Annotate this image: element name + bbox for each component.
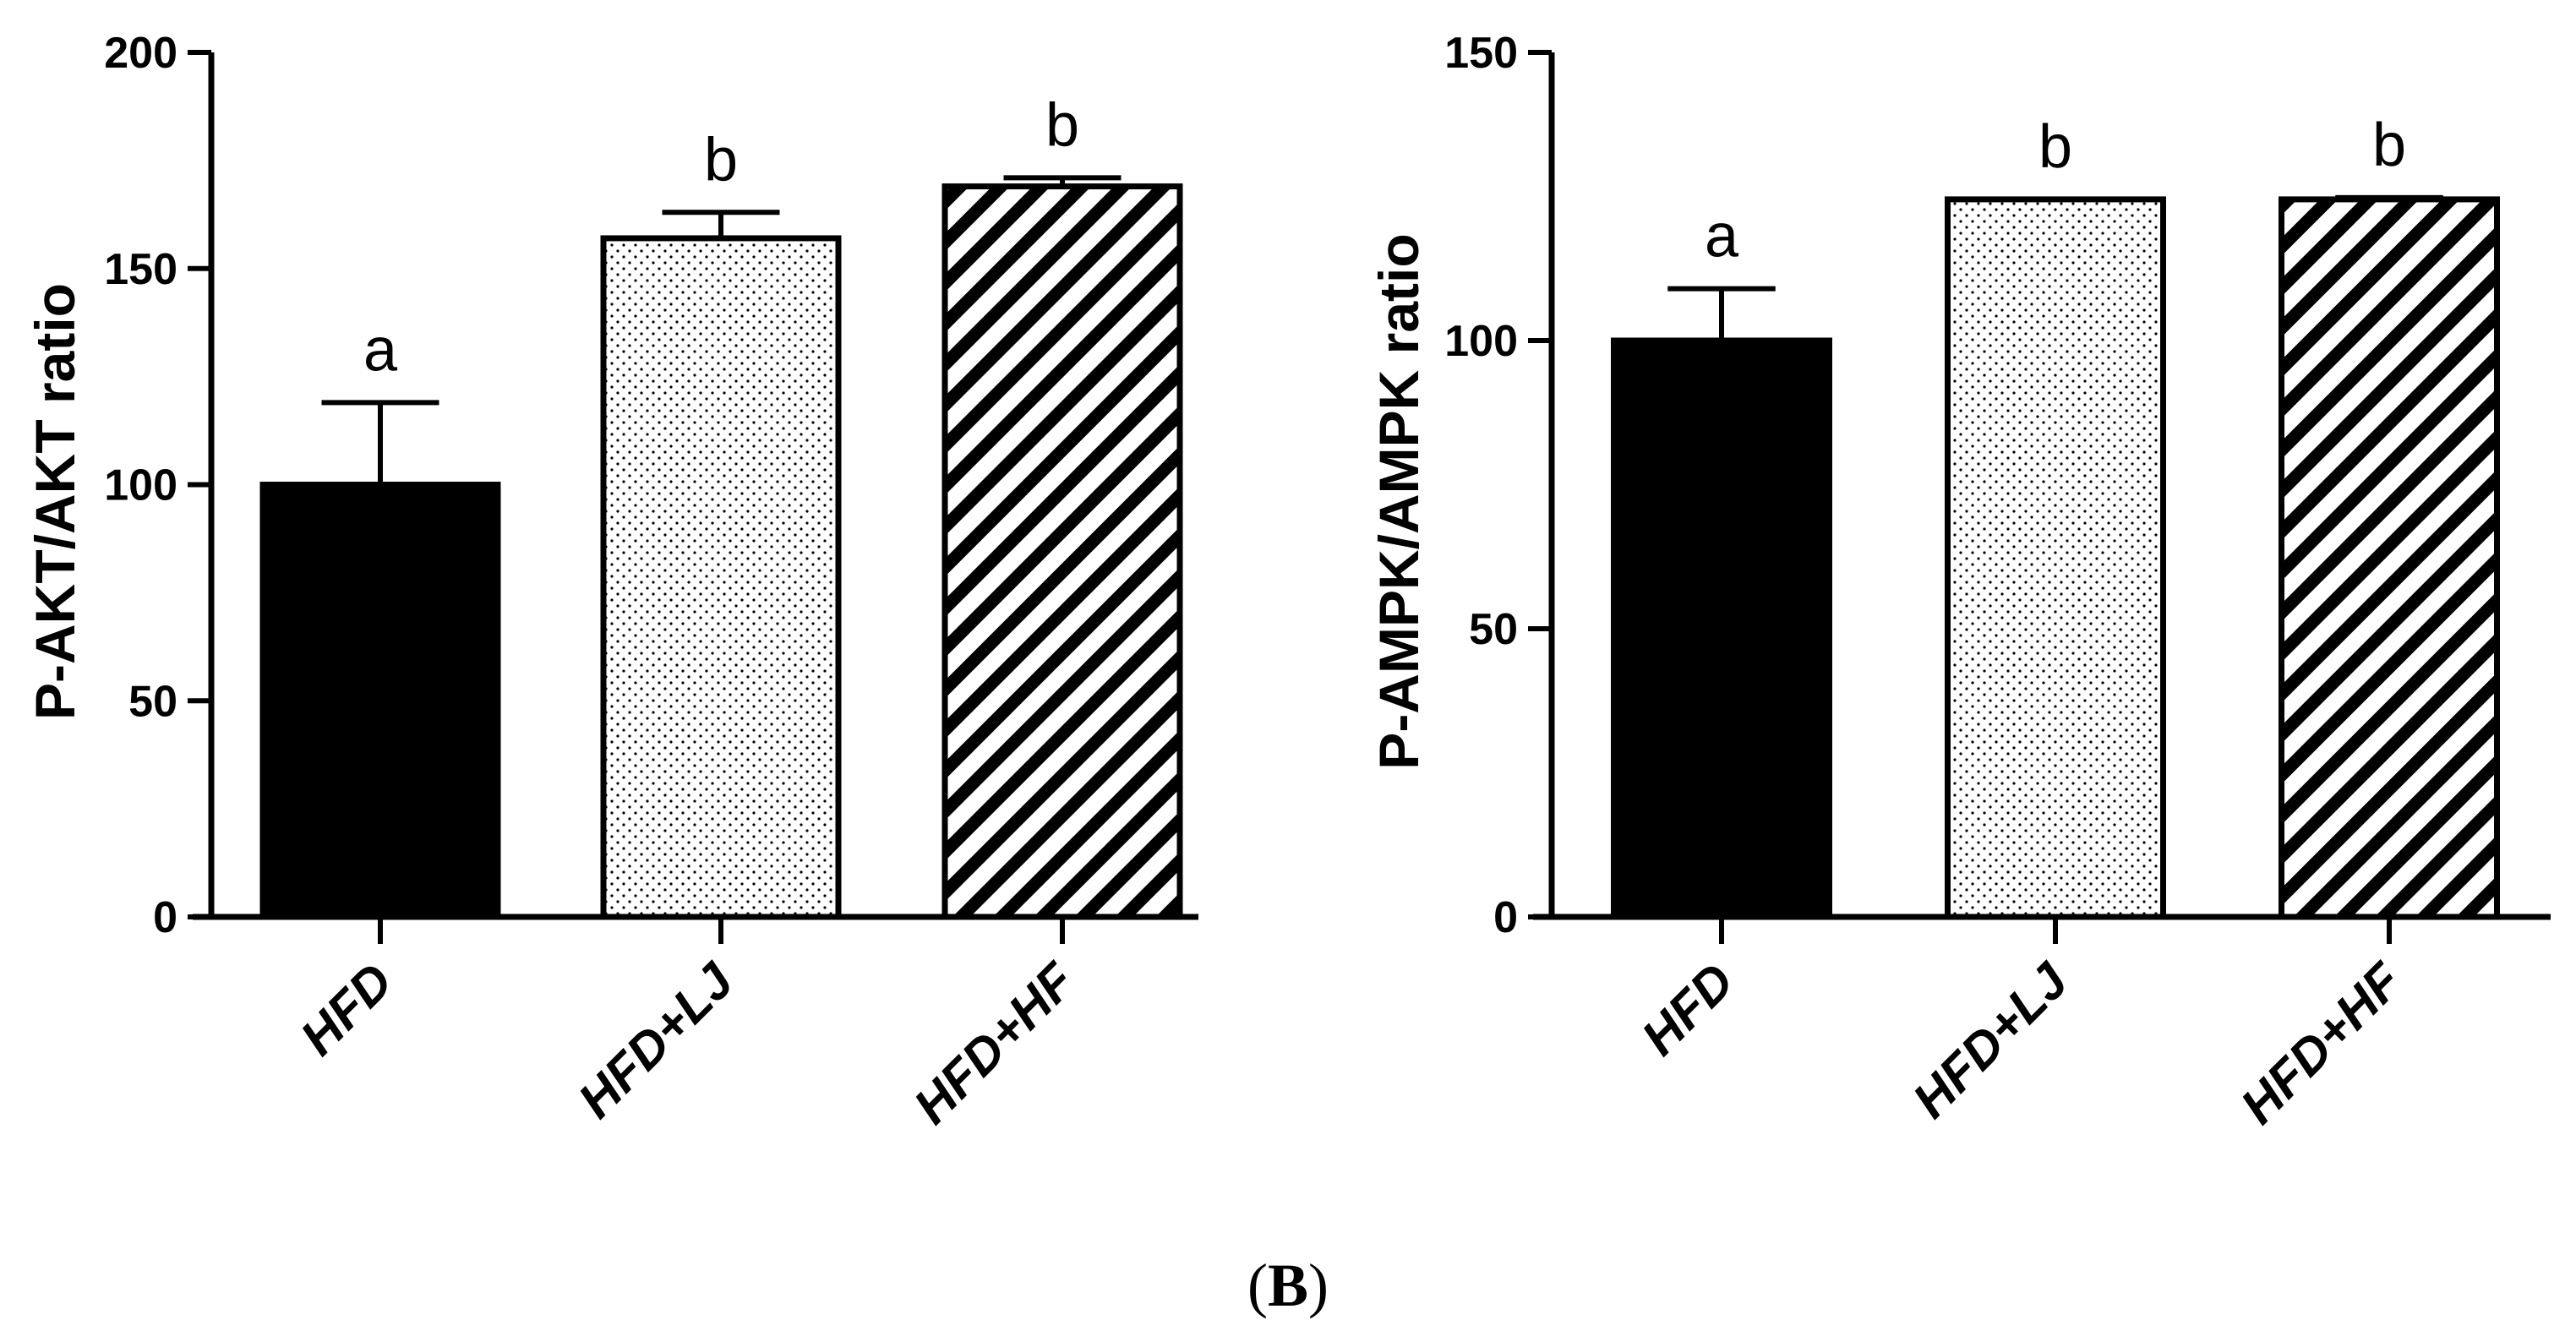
- significance-label-hfd-lj: b: [704, 126, 738, 194]
- y-axis-label: P-AKT/AKT ratio: [24, 283, 86, 720]
- bar-hfd-hf: [941, 183, 1183, 920]
- y-tick-label-150: 150: [104, 245, 177, 294]
- bar-hfd-lj: [600, 235, 842, 920]
- error-bar-hfd-hf: [2335, 194, 2443, 200]
- panel-label: (B): [1247, 1252, 1329, 1319]
- significance-label-hfd-hf: b: [1045, 91, 1079, 159]
- x-tick-label-hfd: HFD: [290, 952, 404, 1066]
- y-tick-label-150: 150: [1444, 29, 1518, 78]
- y-tick-label-100: 100: [104, 461, 177, 510]
- error-bar-hfd-lj: [662, 210, 780, 238]
- x-tick-label-hfd-lj: HFD+LJ: [567, 952, 745, 1129]
- y-axis-label: P-AMPK/AMPK ratio: [1367, 233, 1430, 769]
- significance-label-hfd: a: [1705, 203, 1739, 270]
- bar-hfd: [1611, 337, 1832, 920]
- y-tick-label-50: 50: [1469, 605, 1518, 654]
- chart-p-ampk-ampk: a HFD b HFD+LJ b HFD+HF 0 50 100 150 P-AMPK/AMPK r…: [1367, 29, 2551, 1135]
- error-bar-hfd: [1667, 286, 1776, 341]
- bar-hfd-hf: [2279, 196, 2500, 920]
- y-tick-label-50: 50: [128, 677, 177, 726]
- significance-label-hfd-hf: b: [2372, 112, 2406, 179]
- y-tick-label-100: 100: [1444, 317, 1518, 366]
- y-tick-label-0: 0: [1493, 893, 1518, 942]
- x-tick-label-hfd: HFD: [1631, 952, 1745, 1066]
- significance-label-hfd: a: [363, 316, 398, 384]
- bar-hfd-lj: [1945, 196, 2166, 920]
- error-bar-hfd: [321, 400, 439, 485]
- bar-hfd: [259, 482, 501, 920]
- x-tick-label-hfd-hf: HFD+HF: [903, 952, 1086, 1135]
- y-tick-label-0: 0: [153, 893, 177, 942]
- significance-label-hfd-lj: b: [2038, 113, 2072, 181]
- error-bar-hfd-hf: [1003, 175, 1122, 187]
- chart-p-akt-akt: a HFD b HFD+LJ b HFD+HF 0 50 100 150 200 P-AKT/AKT …: [24, 29, 1198, 1135]
- y-tick-label-200: 200: [104, 29, 177, 78]
- x-tick-label-hfd-hf: HFD+HF: [2229, 952, 2413, 1135]
- x-tick-label-hfd-lj: HFD+LJ: [1902, 952, 2079, 1129]
